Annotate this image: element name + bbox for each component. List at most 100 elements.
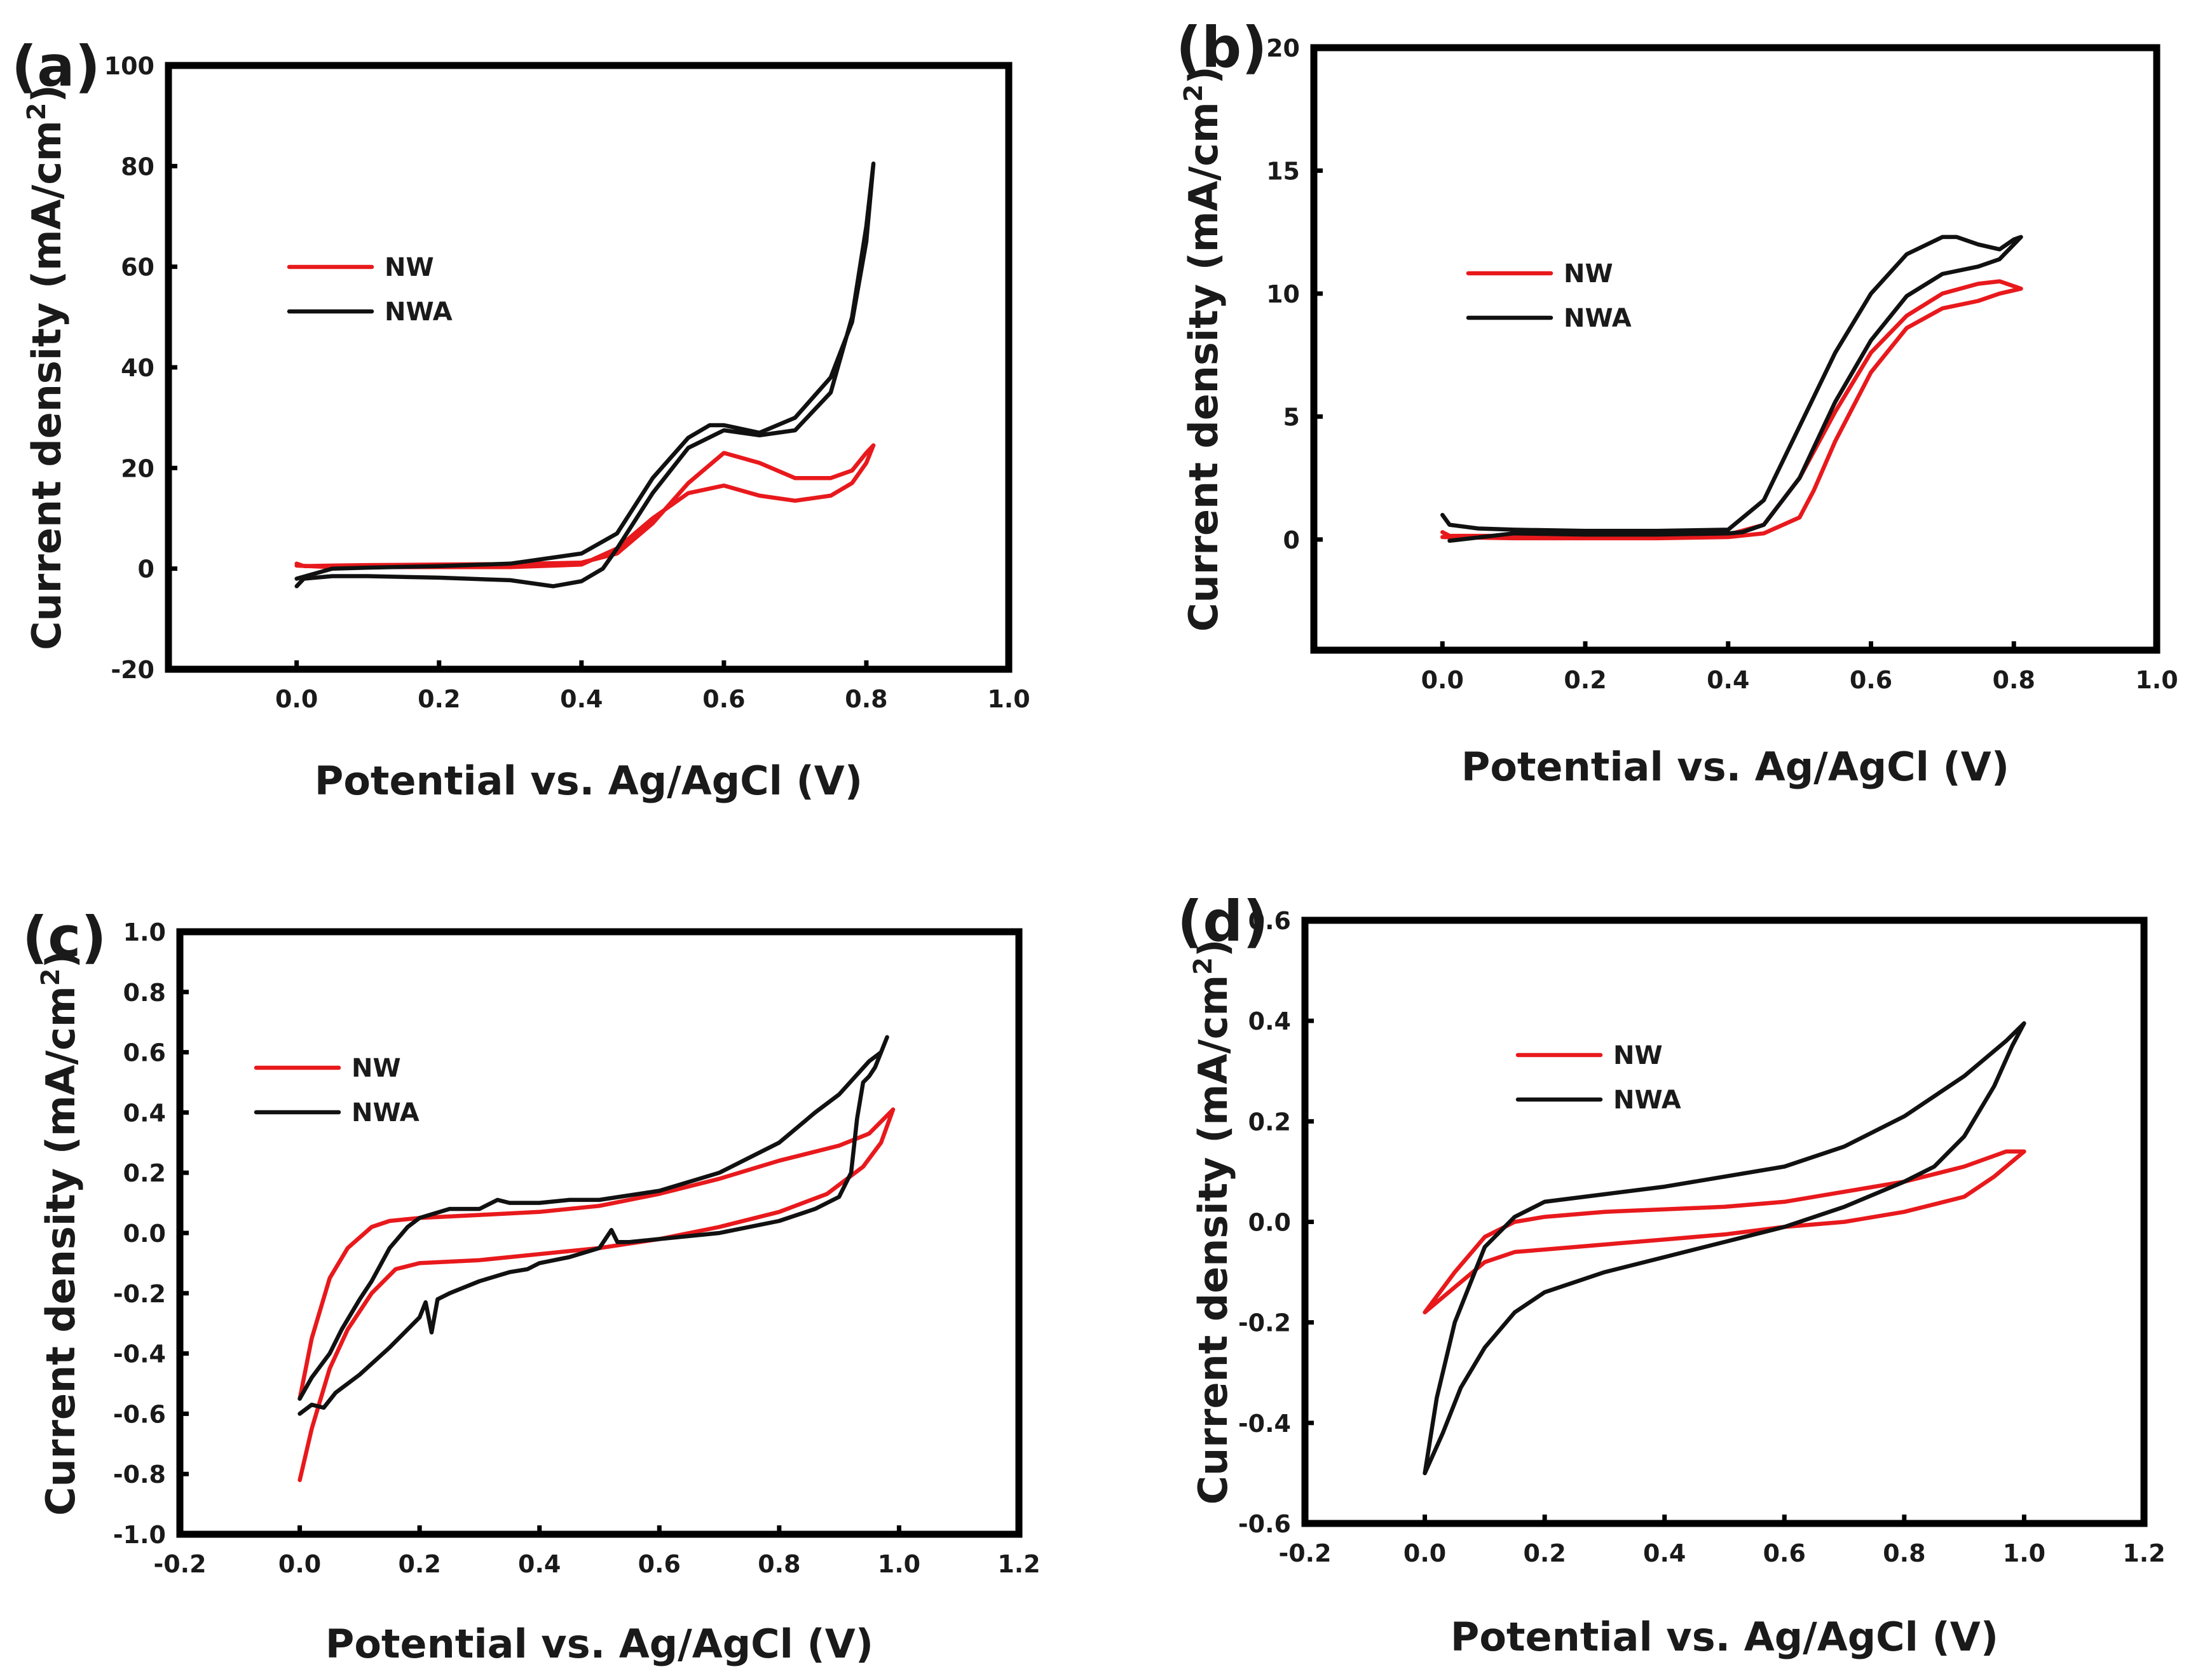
x-tick-label: 0.0 xyxy=(275,685,318,713)
panel-label: (a) xyxy=(11,34,100,99)
y-tick-label: -0.6 xyxy=(1238,1510,1291,1538)
panel-c: (c) -0.2 0.0 0.2 0.4 0.6 0.8 1.0 1.2 -1.0 -0.8 -0.6… xyxy=(22,904,1041,1667)
y-axis-title: Current density (mA/cm2) xyxy=(22,85,70,650)
y-axis-title-superscript: 2 xyxy=(1189,957,1218,975)
panel-label: (c) xyxy=(22,904,107,970)
legend-label-nw: NW xyxy=(1613,1041,1663,1070)
y-axis-title-close: ) xyxy=(24,85,70,102)
y-axis-title-superscript: 2 xyxy=(1179,85,1208,102)
plot-frame xyxy=(176,928,1023,1538)
x-tick-label: 1.2 xyxy=(997,1550,1040,1578)
y-tick-label: -0.2 xyxy=(113,1280,166,1308)
x-tick-label: 0.2 xyxy=(398,1550,440,1578)
x-tick-label: 0.0 xyxy=(1403,1539,1446,1567)
y-tick-label: 20 xyxy=(1266,34,1300,62)
panel-label: (b) xyxy=(1176,15,1267,80)
x-tick-label: 0.2 xyxy=(418,685,460,713)
y-tick-label: 0.4 xyxy=(123,1099,166,1127)
x-tick-label: 1.0 xyxy=(878,1550,920,1578)
y-tick-label: 0.2 xyxy=(1248,1108,1291,1136)
legend-label-nw: NW xyxy=(352,1054,401,1083)
x-tick-label: 0.6 xyxy=(702,685,745,713)
y-axis-title-close: ) xyxy=(1190,939,1236,957)
y-axis-title-main: Current density (mA/cm xyxy=(1180,102,1227,632)
y-tick-label: 5 xyxy=(1283,403,1300,431)
x-tick-label: 0.2 xyxy=(1523,1539,1566,1567)
x-tick-label: 1.0 xyxy=(987,685,1030,713)
x-tick-label: 0.0 xyxy=(1421,666,1464,694)
series-line-nwa xyxy=(1440,235,2023,543)
y-tick-label: 10 xyxy=(1266,280,1300,308)
x-axis-title: Potential vs. Ag/AgCl (V) xyxy=(325,1621,873,1667)
legend-label-nwa: NWA xyxy=(352,1098,420,1127)
x-tick-label: 0.6 xyxy=(638,1550,681,1578)
x-tick-label: 0.8 xyxy=(845,685,887,713)
legend-label-nwa: NWA xyxy=(385,297,453,327)
plot-frame xyxy=(1310,44,2161,654)
y-tick-label: 20 xyxy=(121,454,154,482)
y-axis-title: Current density (mA/cm2) xyxy=(1179,66,1227,632)
y-tick-label: 0.6 xyxy=(123,1039,166,1067)
x-tick-label: 0.8 xyxy=(1883,1539,1925,1567)
y-axis-title-close: ) xyxy=(38,950,84,968)
y-tick-label: -0.4 xyxy=(1238,1410,1291,1438)
legend-label-nwa: NWA xyxy=(1613,1086,1681,1115)
series-line-nw xyxy=(294,443,876,569)
y-tick-label: 0 xyxy=(1283,526,1300,554)
y-tick-label: 15 xyxy=(1266,157,1300,185)
x-axis-title: Potential vs. Ag/AgCl (V) xyxy=(1461,744,2009,790)
y-tick-label: 0.0 xyxy=(1248,1209,1291,1237)
panel-label: (d) xyxy=(1177,889,1268,954)
y-axis-title-main: Current density (mA/cm xyxy=(38,986,84,1516)
series-line-nw xyxy=(1423,1149,2026,1315)
y-tick-label: 1.0 xyxy=(123,918,166,946)
legend-label-nwa: NWA xyxy=(1564,304,1632,333)
x-tick-label: 0.4 xyxy=(518,1550,561,1578)
y-axis-title-superscript: 2 xyxy=(36,969,65,986)
y-axis-title-superscript: 2 xyxy=(22,103,51,121)
x-tick-label: -0.2 xyxy=(1278,1539,1331,1567)
y-tick-label: 80 xyxy=(121,153,154,181)
y-axis-title: Current density (mA/cm2) xyxy=(36,950,84,1516)
panel-b: (b) 0.0 0.2 0.4 0.6 0.8 1.0 0 5 10 15 20 Potential v… xyxy=(1176,15,2178,790)
x-tick-label: 0.0 xyxy=(278,1550,321,1578)
y-tick-label: 0.6 xyxy=(1248,907,1291,935)
x-axis-title: Potential vs. Ag/AgCl (V) xyxy=(315,758,863,804)
y-tick-label: 0.4 xyxy=(1248,1007,1291,1035)
y-axis-title-close: ) xyxy=(1180,66,1227,84)
x-tick-label: 1.2 xyxy=(2122,1539,2165,1567)
y-axis-title: Current density (mA/cm2) xyxy=(1189,939,1236,1505)
y-tick-label: -0.2 xyxy=(1238,1309,1291,1337)
y-tick-label: 60 xyxy=(121,254,154,282)
panel-a: (a) 0.0 0.2 0.4 0.6 0.8 1.0 -20 0 20 40 60 80 100 Pote… xyxy=(11,34,1030,804)
legend-label-nw: NW xyxy=(385,253,434,282)
y-tick-label: -0.6 xyxy=(113,1400,166,1428)
x-tick-label: 0.4 xyxy=(1707,666,1749,694)
series-line-nw xyxy=(297,1107,896,1482)
y-tick-label: 100 xyxy=(104,52,154,80)
x-tick-label: -0.2 xyxy=(153,1550,206,1578)
x-tick-label: 1.0 xyxy=(2003,1539,2045,1567)
x-tick-label: 1.0 xyxy=(2135,666,2178,694)
y-axis-title-main: Current density (mA/cm xyxy=(24,120,70,650)
series-line-nwa xyxy=(1423,1021,2026,1476)
x-tick-label: 0.4 xyxy=(560,685,603,713)
y-tick-label: -0.8 xyxy=(113,1461,166,1488)
y-axis-title-main: Current density (mA/cm xyxy=(1190,975,1236,1505)
y-tick-label: 0.8 xyxy=(123,979,166,1007)
x-tick-label: 0.8 xyxy=(758,1550,800,1578)
y-tick-label: -0.4 xyxy=(113,1340,166,1368)
panel-d: (d) -0.2 0.0 0.2 0.4 0.6 0.8 1.0 1.2 -0.6 -0.4 -0.2… xyxy=(1177,889,2166,1660)
y-tick-label: 0.2 xyxy=(123,1159,166,1187)
x-tick-label: 0.8 xyxy=(1993,666,2035,694)
x-tick-label: 0.2 xyxy=(1564,666,1606,694)
series-line-nwa xyxy=(297,1035,889,1416)
y-tick-label: 40 xyxy=(121,354,154,382)
y-tick-label: 0.0 xyxy=(123,1220,166,1248)
legend-label-nw: NW xyxy=(1564,259,1613,289)
series-line-nwa xyxy=(294,161,876,589)
y-tick-label: 0 xyxy=(138,555,154,583)
y-tick-label: -1.0 xyxy=(113,1521,166,1549)
x-tick-label: 0.4 xyxy=(1643,1539,1686,1567)
